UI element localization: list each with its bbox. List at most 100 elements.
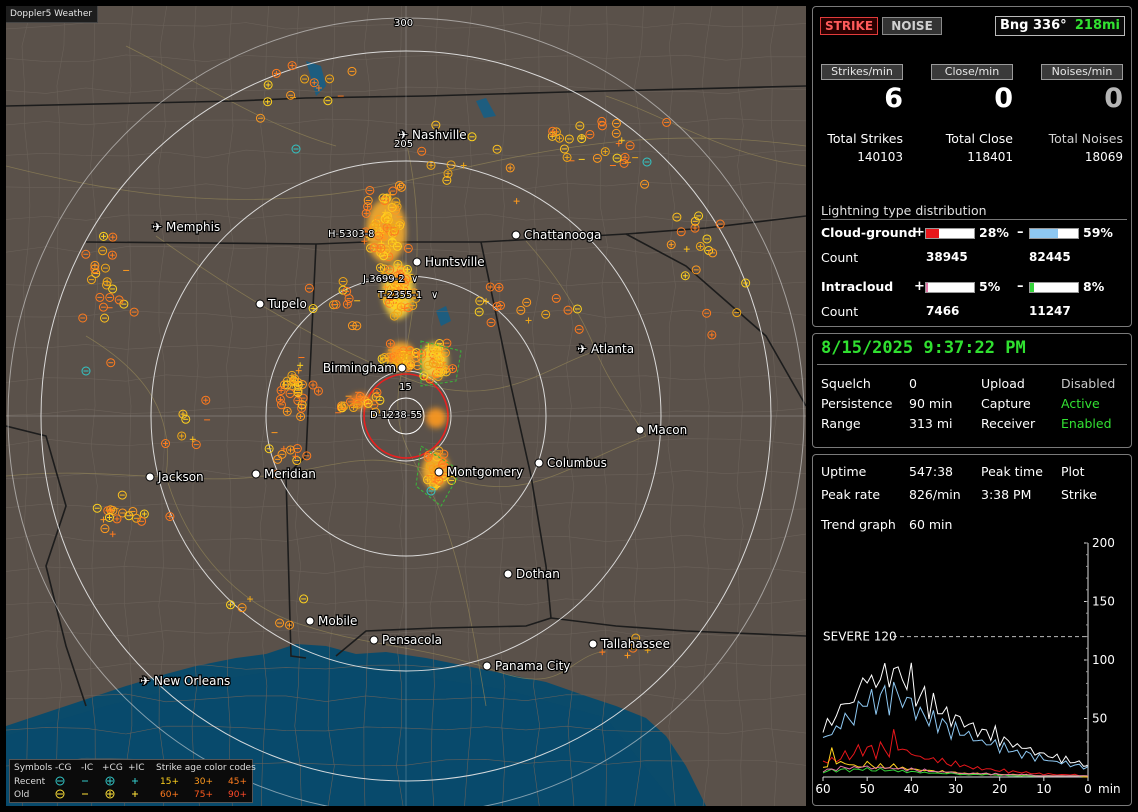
strike-symbol — [495, 301, 505, 311]
trend-series-line — [822, 681, 1089, 770]
city-label: Huntsville — [425, 255, 485, 269]
total-strikes-label: Total Strikes — [827, 131, 903, 146]
noises-per-min-value: 0 — [1104, 83, 1123, 114]
recent-strike-symbol — [291, 144, 301, 154]
total-strikes-value: 140103 — [857, 150, 903, 164]
strike-symbol — [139, 509, 149, 519]
strike-symbol — [611, 118, 621, 128]
strike-symbol — [379, 353, 389, 363]
storm-label-j[interactable]: J-3699-2 — [361, 273, 406, 286]
y-tick-label: 150 — [1092, 595, 1115, 609]
strike-symbol — [286, 90, 296, 100]
strike-symbol — [263, 97, 273, 107]
city-memphis[interactable]: ✈ Memphis — [151, 219, 222, 235]
recent-strike-symbol — [81, 366, 91, 376]
squelch-value[interactable]: 0 — [909, 376, 917, 391]
city-jackson[interactable]: Jackson — [145, 469, 205, 485]
strike-symbol — [640, 179, 650, 189]
strike-symbol — [572, 304, 582, 314]
city-mobile[interactable]: Mobile — [305, 613, 359, 629]
strike-symbol — [409, 288, 419, 298]
city-huntsville[interactable]: Huntsville — [412, 254, 486, 270]
strike-symbol — [325, 74, 335, 84]
city-macon[interactable]: Macon — [635, 422, 688, 438]
severe-label: SEVERE 120 — [823, 630, 897, 644]
strike-symbol — [99, 231, 109, 241]
strike-symbol — [417, 146, 427, 156]
x-tick-label: 30 — [948, 782, 963, 796]
legend-col-neg-ic: -IC — [81, 763, 94, 773]
city-new-orleans[interactable]: ✈ New Orleans — [139, 673, 232, 689]
legend-age-30: 30+ — [194, 777, 213, 787]
strike-symbol — [304, 283, 314, 293]
strike-symbol — [628, 640, 638, 650]
strike-symbol — [403, 351, 413, 361]
strike-button[interactable]: STRIKE — [820, 17, 878, 35]
city-panama-city[interactable]: Panama City — [482, 658, 572, 674]
city-dothan[interactable]: Dothan — [503, 566, 561, 582]
airport-icon: ✈ — [140, 674, 150, 688]
strike-symbol — [690, 223, 700, 233]
strike-symbol — [299, 594, 309, 604]
strike-symbol — [611, 128, 621, 138]
persistence-value[interactable]: 90 min — [909, 396, 953, 411]
range-label-15: 15 — [399, 382, 412, 393]
strike-symbol — [371, 407, 381, 417]
city-tallahassee[interactable]: Tallahassee — [588, 636, 671, 652]
strike-symbol — [297, 362, 304, 369]
city-columbus[interactable]: Columbus — [534, 455, 608, 471]
strike-symbol — [702, 234, 712, 244]
strike-symbol — [401, 305, 408, 312]
city-meridian[interactable]: Meridian — [251, 466, 317, 482]
strike-symbol — [292, 444, 302, 454]
range-value[interactable]: 313 mi — [909, 416, 953, 431]
strike-symbol — [285, 389, 295, 399]
noise-button[interactable]: NOISE — [882, 17, 942, 35]
lightning-map[interactable]: 300 205 15 5 H-5303-8 J-3699-2 ∨ T-2355-… — [6, 6, 806, 806]
strike-symbol — [237, 603, 247, 613]
peak-time-value: 3:38 PM — [981, 487, 1032, 502]
strike-symbol — [401, 274, 411, 284]
city-montgomery[interactable]: Montgomery — [434, 464, 524, 480]
cg-minus-bar — [1029, 228, 1079, 239]
trend-graph-value[interactable]: 60 min — [909, 517, 953, 532]
storm-label-t[interactable]: T-2355-1 — [376, 289, 423, 302]
strike-symbol — [165, 512, 175, 522]
storm-label-h[interactable]: H-5303-8 — [327, 228, 376, 241]
strike-symbol — [541, 309, 551, 319]
strike-symbol — [548, 126, 558, 136]
city-atlanta[interactable]: ✈ Atlanta — [576, 341, 635, 357]
strike-symbol — [114, 295, 124, 305]
city-birmingham[interactable]: Birmingham — [322, 360, 407, 376]
cg-plus-bar-fill — [926, 229, 940, 238]
strike-symbol — [393, 279, 403, 289]
old-neg-cg-icon — [55, 789, 65, 799]
ic-minus-count: 11247 — [1029, 304, 1071, 318]
ic-plus-percent: 5% — [979, 279, 1001, 294]
strike-symbol — [411, 293, 421, 303]
strike-symbol — [338, 277, 348, 287]
uptime-value: 547:38 — [909, 464, 953, 479]
storm-label-d[interactable]: D-1238-5 — [369, 409, 418, 422]
cg-plus-sign: + — [914, 225, 925, 240]
strike-symbol — [438, 459, 448, 469]
plot-value[interactable]: Strike — [1061, 487, 1097, 502]
y-tick-label: 200 — [1092, 536, 1115, 550]
legend-symbol-grid — [55, 776, 138, 799]
city-chattanooga[interactable]: Chattanooga — [511, 227, 603, 243]
strike-symbol — [599, 649, 606, 656]
upload-value[interactable]: Disabled — [1061, 376, 1116, 391]
receiver-value[interactable]: Enabled — [1061, 416, 1112, 431]
strike-symbol — [574, 324, 584, 334]
strike-symbol — [448, 364, 458, 374]
city-tupelo[interactable]: Tupelo — [255, 296, 308, 312]
strike-symbol — [275, 618, 285, 628]
city-pensacola[interactable]: Pensacola — [369, 632, 443, 648]
strike-symbol — [191, 440, 201, 450]
capture-value[interactable]: Active — [1061, 396, 1100, 411]
cg-plus-count: 38945 — [926, 250, 968, 264]
map-canvas[interactable]: 300 205 15 5 H-5303-8 J-3699-2 ∨ T-2355-… — [6, 6, 806, 806]
trend-graph-label: Trend graph — [821, 517, 896, 532]
strike-symbol — [516, 305, 526, 315]
city-nashville[interactable]: ✈ Nashville — [397, 127, 468, 143]
